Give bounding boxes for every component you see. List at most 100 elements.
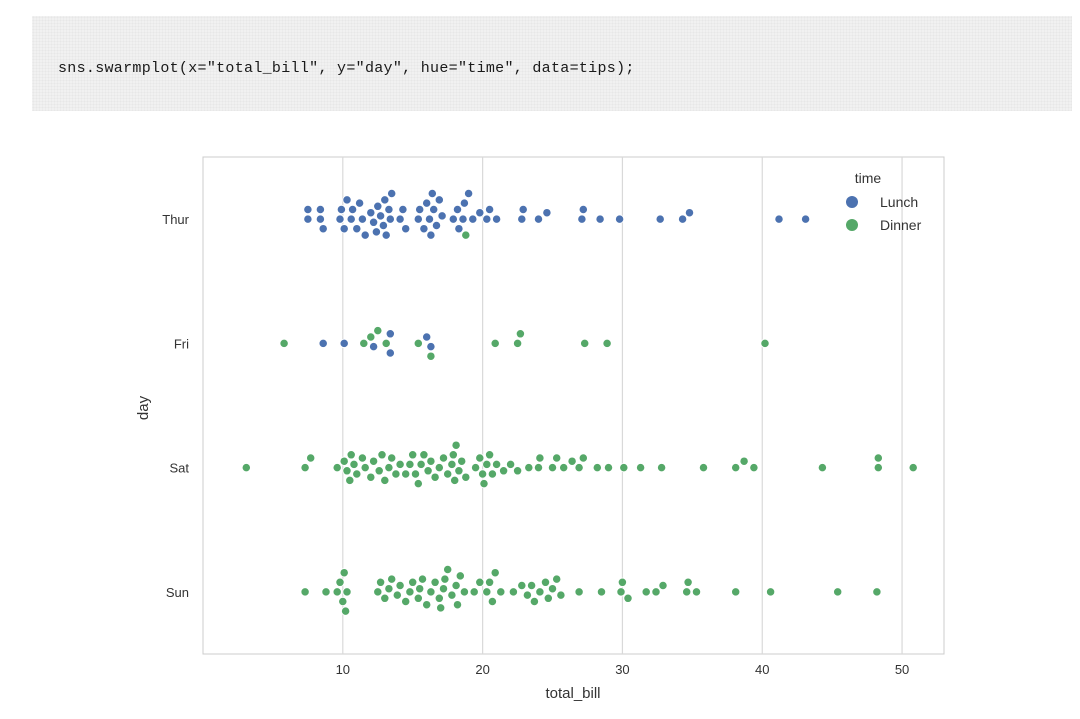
- swarm-point-lunch: [655, 214, 665, 224]
- swarm-point-dinner: [415, 584, 425, 594]
- x-axis-label: total_bill: [545, 685, 600, 702]
- swarm-point-dinner: [384, 462, 394, 473]
- swarm-point-dinner: [522, 590, 533, 600]
- swarm-point-dinner: [345, 475, 355, 486]
- data-points: [241, 188, 918, 616]
- code-text: sns.swarmplot(x="total_bill", y="day", h…: [58, 60, 635, 77]
- swarm-point-lunch: [318, 224, 328, 234]
- swarm-point-lunch: [463, 188, 474, 199]
- swarm-point-dinner: [452, 600, 463, 610]
- swarm-point-dinner: [470, 462, 481, 473]
- swarm-point-dinner: [475, 453, 485, 463]
- swarm-point-lunch: [426, 341, 436, 352]
- swarm-point-dinner: [873, 453, 883, 463]
- x-tick-label: 10: [336, 662, 350, 677]
- swarm-point-dinner: [306, 453, 316, 463]
- swarm-point-dinner: [524, 462, 534, 473]
- swarm-point-dinner: [448, 450, 458, 460]
- swarm-point-lunch: [415, 204, 425, 215]
- swarm-point-lunch: [468, 214, 478, 224]
- swarm-point-dinner: [332, 462, 342, 473]
- swarm-point-dinner: [438, 584, 449, 594]
- swarm-point-dinner: [451, 440, 461, 450]
- swarm-point-lunch: [578, 204, 588, 215]
- x-tick-label: 30: [615, 662, 629, 677]
- swarm-point-dinner: [380, 593, 390, 603]
- swarm-point-lunch: [424, 214, 435, 224]
- swarm-point-lunch: [339, 224, 349, 234]
- swarm-point-dinner: [556, 590, 566, 600]
- swarm-point-dinner: [241, 462, 251, 473]
- swarm-point-dinner: [342, 466, 352, 476]
- swarm-point-dinner: [443, 564, 453, 575]
- x-tick-label: 50: [895, 662, 909, 677]
- swarm-point-dinner: [574, 587, 584, 597]
- swarm-point-dinner: [377, 450, 387, 460]
- swarm-point-dinner: [475, 577, 485, 587]
- swarm-point-dinner: [479, 478, 489, 489]
- swarm-point-lunch: [517, 214, 527, 224]
- y-tick-label: Thur: [162, 212, 189, 227]
- swarm-point-lunch: [484, 204, 495, 215]
- swarm-point-dinner: [360, 462, 370, 473]
- swarm-point-lunch: [371, 227, 382, 237]
- swarm-point-dinner: [279, 338, 289, 349]
- swarm-point-dinner: [623, 593, 633, 603]
- swarm-point-dinner: [455, 571, 465, 581]
- swarm-point-lunch: [454, 224, 464, 234]
- swarm-point-lunch: [434, 195, 444, 205]
- swarm-point-dinner: [440, 574, 450, 584]
- x-tick-label: 20: [475, 662, 489, 677]
- swarm-point-dinner: [340, 606, 351, 616]
- swarm-point-lunch: [437, 211, 447, 221]
- swarm-point-lunch: [426, 230, 436, 240]
- swarm-point-lunch: [482, 214, 492, 224]
- swarm-point-lunch: [684, 208, 695, 218]
- swarm-point-dinner: [395, 459, 405, 470]
- swarm-point-dinner: [423, 466, 433, 476]
- swarm-point-lunch: [385, 329, 395, 339]
- swarm-point-dinner: [387, 574, 397, 584]
- swarm-point-lunch: [401, 224, 411, 234]
- swarm-point-dinner: [380, 475, 390, 486]
- swarm-point-dinner: [375, 577, 386, 587]
- swarm-point-dinner: [300, 462, 310, 473]
- swarm-point-lunch: [335, 214, 345, 224]
- plot-area: [202, 156, 945, 655]
- swarm-point-dinner: [491, 459, 502, 470]
- swarm-point-dinner: [300, 587, 310, 597]
- legend-label-dinner: Dinner: [880, 217, 922, 233]
- swarm-point-dinner: [578, 453, 588, 463]
- swarm-point-dinner: [338, 596, 348, 607]
- y-tick-labels: Thur Fri Sat Sun: [162, 212, 189, 600]
- swarm-point-lunch: [354, 198, 365, 208]
- swarm-point-dinner: [547, 584, 558, 594]
- swarm-point-dinner: [908, 462, 918, 473]
- swarm-point-lunch: [346, 214, 356, 224]
- swarm-point-lunch: [422, 198, 432, 208]
- legend: time Lunch Dinner: [846, 170, 922, 233]
- swarm-point-lunch: [384, 204, 394, 215]
- swarm-point-dinner: [496, 587, 506, 597]
- swarm-point-dinner: [422, 600, 432, 610]
- swarm-point-dinner: [373, 325, 383, 336]
- y-tick-label: Sun: [166, 585, 189, 600]
- swarm-point-lunch: [378, 220, 389, 231]
- swarm-point-dinner: [430, 472, 440, 482]
- swarm-point-dinner: [765, 587, 776, 597]
- swarm-point-lunch: [368, 341, 379, 352]
- swarm-point-lunch: [677, 214, 688, 224]
- swarm-point-lunch: [336, 204, 347, 215]
- swarm-point-dinner: [616, 587, 626, 597]
- swarm-point-dinner: [461, 472, 471, 482]
- swarm-point-dinner: [332, 587, 342, 597]
- swarm-point-lunch: [339, 338, 349, 349]
- swarm-point-dinner: [413, 593, 423, 603]
- swarm-point-dinner: [339, 456, 349, 466]
- swarm-point-dinner: [387, 453, 397, 463]
- legend-marker-dinner: [846, 219, 858, 231]
- swarm-point-dinner: [366, 472, 376, 482]
- swarm-point-dinner: [691, 587, 702, 597]
- swarm-point-dinner: [512, 466, 523, 476]
